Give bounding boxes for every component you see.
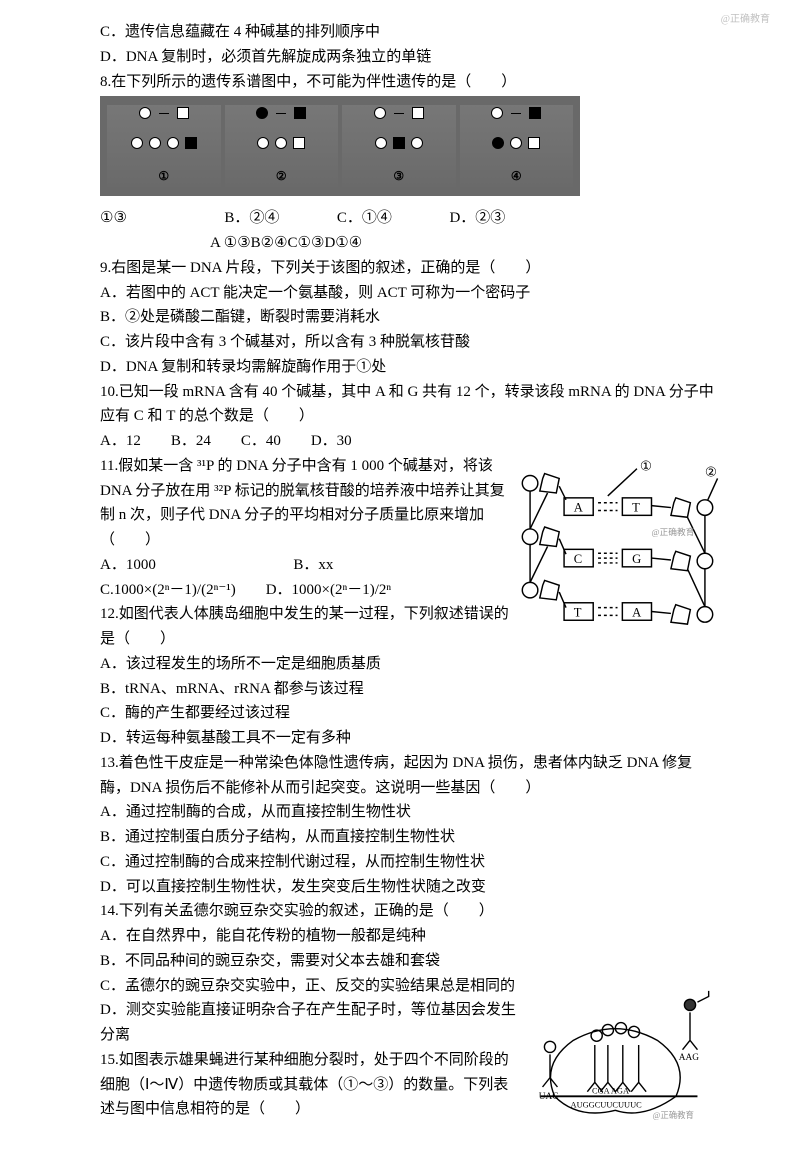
text-line: D．DNA 复制时，必须首先解旋成两条独立的单链 <box>100 45 720 70</box>
text-line: B．tRNA、mRNA、rRNA 都参与该过程 <box>100 677 720 702</box>
text-line: C．遗传信息蕴藏在 4 种碱基的排列顺序中 <box>100 20 720 45</box>
choice-a: ①③ <box>100 210 127 226</box>
pedigree-num-3: ③ <box>393 167 404 187</box>
text-line: A．12 B．24 C．40 D．30 <box>100 429 720 454</box>
svg-text:C: C <box>574 552 582 566</box>
choice-d: D．②③ <box>449 210 505 226</box>
text-line: 9.右图是某一 DNA 片段，下列关于该图的叙述，正确的是（ ） <box>100 256 720 281</box>
text-line: D．转运每种氨基酸工具不一定有多种 <box>100 726 720 751</box>
choice-b: B．xx <box>293 557 333 573</box>
pedigree-num-1: ① <box>158 167 169 187</box>
text-line: 8.在下列所示的遗传系谱图中，不可能为伴性遗传的是（ ） <box>100 70 720 95</box>
choice-b: B．②④ <box>224 210 279 226</box>
text-line: B．通过控制蛋白质分子结构，从而直接控制生物性状 <box>100 825 720 850</box>
text-line: 10.已知一段 mRNA 含有 40 个碱基，其中 A 和 G 共有 12 个，… <box>100 380 720 430</box>
svg-text:CGA AGA: CGA AGA <box>592 1086 629 1095</box>
text-line: 14.下列有关孟德尔豌豆杂交实验的叙述，正确的是（ ） <box>100 899 720 924</box>
svg-text:②: ② <box>705 464 717 479</box>
text-line: B．不同品种间的豌豆杂交，需要对父本去雄和套袋 <box>100 949 720 974</box>
text-line: B．②处是磷酸二酯键，断裂时需要消耗水 <box>100 305 720 330</box>
pedigree-panel-2: ② <box>225 105 339 187</box>
text-line: A．若图中的 ACT 能决定一个氨基酸，则 ACT 可称为一个密码子 <box>100 281 720 306</box>
pedigree-num-4: ④ <box>511 167 522 187</box>
document-page: C．遗传信息蕴藏在 4 种碱基的排列顺序中 D．DNA 复制时，必须首先解旋成两… <box>0 0 800 1149</box>
text-line: C．该片段中含有 3 个碱基对，所以含有 3 种脱氧核苷酸 <box>100 330 720 355</box>
svg-text:G: G <box>632 552 641 566</box>
text-line: 13.着色性干皮症是一种常染色体隐性遗传病，起因为 DNA 损伤，患者体内缺乏 … <box>100 751 720 801</box>
watermark: @正确教育 <box>653 1109 694 1119</box>
text-line: D．DNA 复制和转录均需解旋酶作用于①处 <box>100 355 720 380</box>
svg-text:A: A <box>574 500 584 514</box>
svg-text:AUGGCUUCUUUC: AUGGCUUCUUUC <box>571 1100 643 1109</box>
text-line: A．通过控制酶的合成，从而直接控制生物性状 <box>100 800 720 825</box>
pedigree-chart: @正确教育 ① ② ③ ④ <box>100 96 580 196</box>
svg-text:A: A <box>632 605 642 619</box>
pedigree-num-2: ② <box>276 167 287 187</box>
text-line: D．可以直接控制生物性状，发生突变后生物性状随之改变 <box>100 875 720 900</box>
dna-fragment-diagram: A T C G T A ① ② @正确教育 <box>515 459 720 629</box>
svg-text:UAC: UAC <box>539 1092 559 1102</box>
choice-a: A．1000 <box>100 557 156 573</box>
text-line: C．酶的产生都要经过该过程 <box>100 701 720 726</box>
text-line: A．该过程发生的场所不一定是细胞质基质 <box>100 652 720 677</box>
ribosome-diagram: UAC CGA AGA AAG AUGGCUUCUUUC @正确教育 <box>520 989 720 1129</box>
choice-line: ①③ B．②④ C．①④ D．②③ <box>100 206 720 231</box>
choice-c: C．①④ <box>337 210 392 226</box>
svg-text:T: T <box>574 605 582 619</box>
pedigree-panel-1: ① <box>107 105 221 187</box>
svg-text:AAG: AAG <box>679 1052 699 1062</box>
text-line: A．在自然界中，能自花传粉的植物一般都是纯种 <box>100 924 720 949</box>
pedigree-panel-3: ③ <box>342 105 456 187</box>
pedigree-panel-4: ④ <box>460 105 574 187</box>
answer-hint-line: A ①③B②④C①③D①④ <box>100 231 720 256</box>
text-line: C．通过控制酶的合成来控制代谢过程，从而控制生物性状 <box>100 850 720 875</box>
watermark: @正确教育 <box>652 526 695 537</box>
watermark: @正确教育 <box>721 12 770 29</box>
svg-text:T: T <box>632 500 640 514</box>
svg-text:①: ① <box>640 459 652 474</box>
